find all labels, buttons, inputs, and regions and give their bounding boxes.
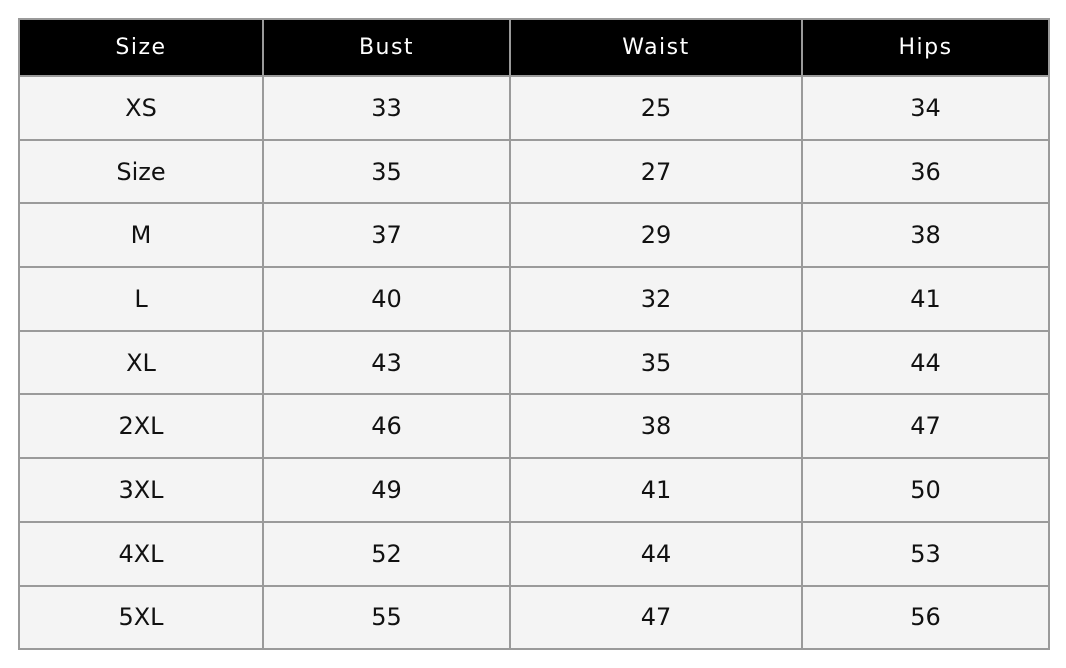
- table-cell: 47: [801, 393, 1050, 460]
- table-cell: 29: [509, 202, 803, 269]
- table-cell: 34: [801, 75, 1050, 141]
- header-cell: Hips: [801, 18, 1050, 77]
- table-cell: 37: [262, 202, 511, 269]
- table-cell: 46: [262, 393, 511, 460]
- table-header: Size Bust Waist Hips: [18, 18, 1050, 77]
- table-cell: Size: [18, 138, 264, 205]
- table-cell: L: [18, 266, 264, 332]
- table-cell: 35: [509, 329, 803, 396]
- table-cell: 33: [262, 75, 511, 141]
- table-cell: 38: [801, 202, 1050, 269]
- table-cell: 3XL: [18, 457, 264, 523]
- table-cell: 40: [262, 266, 511, 332]
- table-row: 2XL 46 38 47: [18, 393, 1050, 460]
- table-cell: M: [18, 202, 264, 269]
- table-row: XL 43 35 44: [18, 329, 1050, 396]
- table-cell: 50: [801, 457, 1050, 523]
- table-cell: 44: [801, 329, 1050, 396]
- table-cell: 35: [262, 138, 511, 205]
- table-row: 5XL 55 47 56: [18, 584, 1050, 651]
- table-cell: 43: [262, 329, 511, 396]
- header-cell: Waist: [509, 18, 803, 77]
- table-row: XS 33 25 34: [18, 75, 1050, 141]
- table-cell: XS: [18, 75, 264, 141]
- table-row: 4XL 52 44 53: [18, 520, 1050, 587]
- table-cell: 2XL: [18, 393, 264, 460]
- table-cell: 4XL: [18, 520, 264, 587]
- table-row: 3XL 49 41 50: [18, 457, 1050, 523]
- table-cell: 55: [262, 584, 511, 651]
- table-cell: 5XL: [18, 584, 264, 651]
- table-cell: 47: [509, 584, 803, 651]
- table-cell: 41: [801, 266, 1050, 332]
- table-cell: XL: [18, 329, 264, 396]
- table-body: XS 33 25 34 Size 35 27 36 M 37 29 38 L 40 32 41 XL 43 35 44…: [18, 75, 1050, 651]
- table-cell: 52: [262, 520, 511, 587]
- header-cell: Size: [18, 18, 264, 77]
- table-cell: 49: [262, 457, 511, 523]
- table-row: L 40 32 41: [18, 266, 1050, 332]
- table-cell: 25: [509, 75, 803, 141]
- header-row: Size Bust Waist Hips: [18, 18, 1050, 77]
- table-row: Size 35 27 36: [18, 138, 1050, 205]
- table-cell: 44: [509, 520, 803, 587]
- table-cell: 53: [801, 520, 1050, 587]
- header-cell: Bust: [262, 18, 511, 77]
- table-cell: 36: [801, 138, 1050, 205]
- table-row: M 37 29 38: [18, 202, 1050, 269]
- size-table: Size Bust Waist Hips XS 33 25 34 Size 35 27 36 M 37 2…: [18, 18, 1050, 651]
- table-cell: 38: [509, 393, 803, 460]
- table-cell: 32: [509, 266, 803, 332]
- table-cell: 56: [801, 584, 1050, 651]
- table-cell: 27: [509, 138, 803, 205]
- table-cell: 41: [509, 457, 803, 523]
